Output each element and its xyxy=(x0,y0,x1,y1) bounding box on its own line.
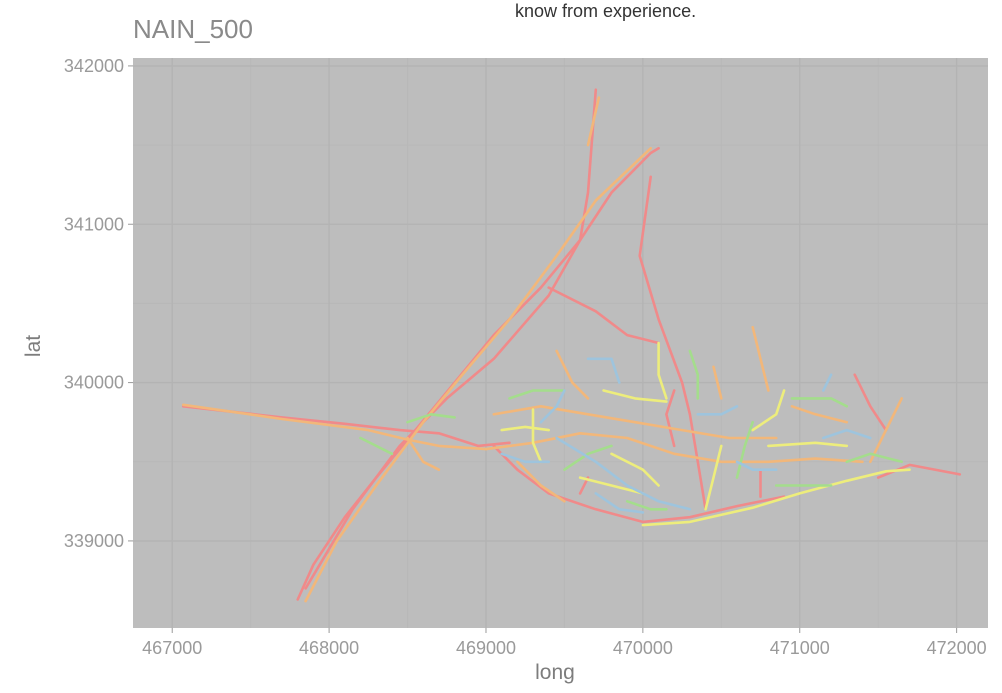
y-tick-label: 342000 xyxy=(64,56,124,76)
road-segment xyxy=(492,444,786,524)
road-segment xyxy=(610,452,660,487)
road-segment xyxy=(602,389,668,403)
road-segment xyxy=(735,420,754,479)
road-segment xyxy=(641,468,911,527)
x-axis-title: long xyxy=(535,661,575,684)
road-segment xyxy=(688,349,700,400)
road-segment xyxy=(547,286,660,345)
road-segment xyxy=(586,96,601,147)
road-segment xyxy=(555,436,692,511)
road-segment xyxy=(665,389,676,448)
road-segment xyxy=(492,405,778,440)
road-series-4 xyxy=(500,357,872,514)
y-tick-label: 339000 xyxy=(64,531,124,551)
road-series-3 xyxy=(359,349,903,511)
road-segment xyxy=(790,405,849,424)
road-segment xyxy=(578,476,645,495)
road-segment xyxy=(790,397,849,408)
minor-gridlines xyxy=(133,58,988,628)
road-segment xyxy=(712,365,723,400)
major-gridlines xyxy=(133,58,988,628)
road-segment xyxy=(696,405,739,416)
x-tick-label: 470000 xyxy=(613,638,673,658)
road-segment xyxy=(822,428,872,440)
road-segment xyxy=(876,463,962,479)
y-tick-label: 340000 xyxy=(64,373,124,393)
road-segment xyxy=(735,460,778,471)
road-segment xyxy=(625,500,668,511)
road-segment xyxy=(822,373,833,392)
plot-panel xyxy=(133,58,988,628)
road-segment xyxy=(406,413,456,424)
road-segment xyxy=(751,389,786,432)
y-tick-label: 341000 xyxy=(64,214,124,234)
road-segment xyxy=(304,88,598,590)
x-tick-label: 468000 xyxy=(299,638,359,658)
road-network xyxy=(181,88,962,603)
road-segment xyxy=(304,147,652,603)
road-segment xyxy=(181,405,511,448)
x-tick-label: 472000 xyxy=(927,638,987,658)
x-tick-label: 469000 xyxy=(456,638,516,658)
x-tick-label: 471000 xyxy=(770,638,830,658)
road-segment xyxy=(181,403,488,451)
y-axis-title: lat xyxy=(22,335,45,357)
road-segment xyxy=(500,452,550,464)
road-segment xyxy=(704,444,723,511)
road-segment xyxy=(531,408,543,464)
road-segment xyxy=(638,175,707,511)
road-segment xyxy=(869,397,903,464)
road-segment xyxy=(406,436,441,471)
road-series-1 xyxy=(181,96,903,603)
road-segment xyxy=(845,452,903,464)
road-segment xyxy=(767,441,849,448)
x-tick-label: 467000 xyxy=(142,638,202,658)
road-segment xyxy=(484,432,864,464)
road-segment xyxy=(500,425,550,432)
chart-title: NAIN_500 xyxy=(133,14,253,44)
road-segment xyxy=(751,325,770,392)
road-segment xyxy=(359,436,394,456)
y-axis-ticks: 339000 340000 341000 342000 xyxy=(64,56,133,551)
road-segment xyxy=(563,444,613,471)
road-segment xyxy=(555,349,590,400)
road-segment xyxy=(594,492,645,514)
road-segment xyxy=(508,389,566,400)
road-segment xyxy=(586,357,621,384)
chart-subtitle: know from experience. xyxy=(515,1,696,21)
road-segment xyxy=(657,341,668,400)
road-segment xyxy=(853,373,888,432)
road-segment xyxy=(539,389,566,424)
road-segment xyxy=(516,460,566,503)
road-series-2 xyxy=(500,341,911,527)
x-axis-ticks: 467000 468000 469000 470000 471000 472000 xyxy=(142,628,987,658)
